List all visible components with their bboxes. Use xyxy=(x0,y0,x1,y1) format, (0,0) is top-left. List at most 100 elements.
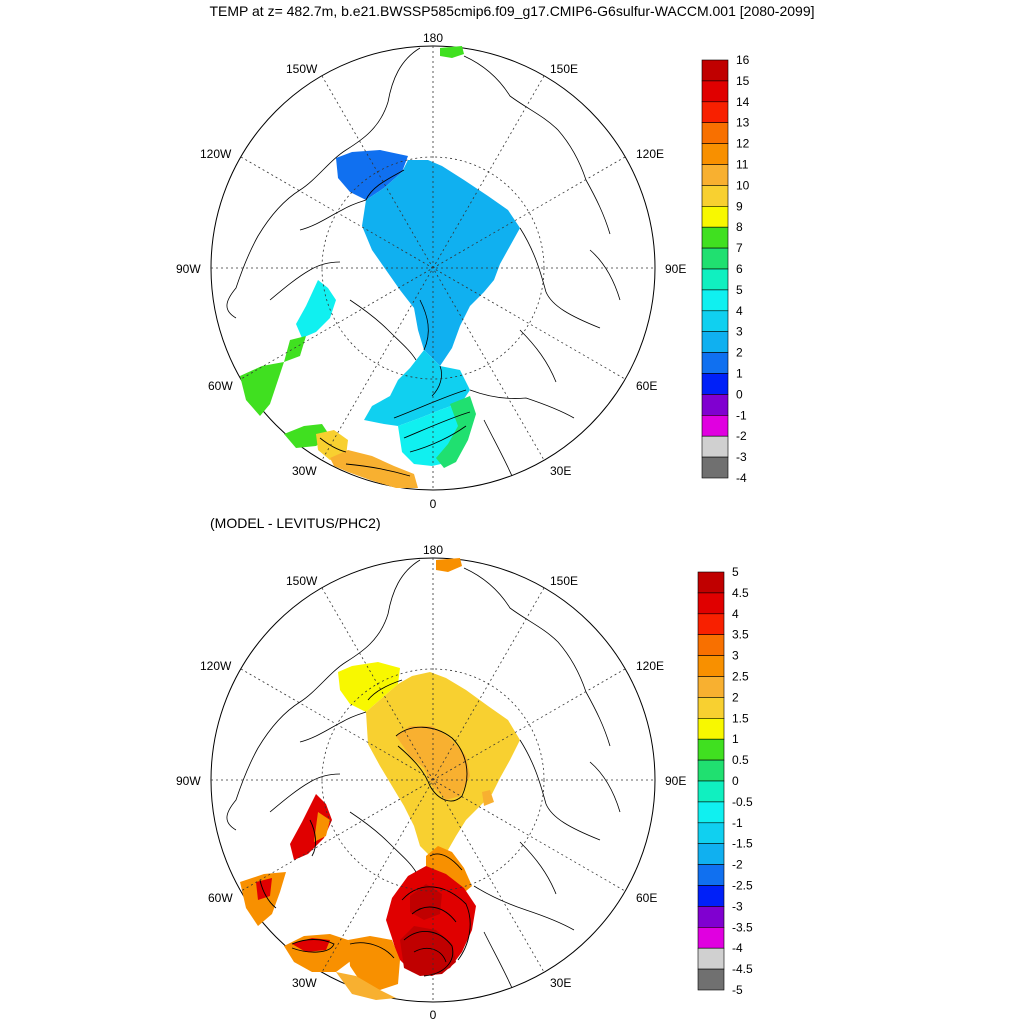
top-map-panel: 180 0 90W 90E 150W 150E 120W 120E 60W 60… xyxy=(176,31,686,511)
colorbar-tick-label: 9 xyxy=(736,199,743,213)
top-graticule xyxy=(211,46,655,490)
colorbar-tick-label: -2 xyxy=(732,858,743,872)
colorbar-swatch xyxy=(697,697,725,719)
colorbar-swatch xyxy=(697,864,725,886)
top-label-0: 0 xyxy=(430,497,437,511)
colorbar-tick-label: 1 xyxy=(732,732,739,746)
colorbar-swatch xyxy=(697,613,725,635)
colorbar-tick-label: -3 xyxy=(732,899,743,913)
colorbar-swatch xyxy=(697,738,725,761)
colorbar-swatch xyxy=(701,122,729,144)
bottom-region-labrador-red xyxy=(256,878,272,900)
colorbar-swatch xyxy=(701,143,729,165)
colorbar-swatch xyxy=(697,822,725,844)
bottom-region-atlantic-south xyxy=(336,972,396,1000)
colorbar-swatch xyxy=(697,655,725,677)
colorbar-tick-label: 0 xyxy=(736,387,743,401)
bottom-region-baffin-orange xyxy=(314,812,330,842)
colorbar-swatch xyxy=(697,759,725,782)
colorbar-tick-label: 2 xyxy=(732,690,739,704)
colorbar-tick-label: -2.5 xyxy=(732,879,753,893)
colorbar-tick-label: -3 xyxy=(736,450,747,464)
colorbar-swatch xyxy=(697,780,725,803)
colorbar-tick-label: 3.5 xyxy=(732,628,749,642)
top-region-canada-basin xyxy=(336,150,408,200)
top-region-pacific-patch xyxy=(440,46,464,58)
colorbar-tick-label: 10 xyxy=(736,178,750,192)
colorbar-swatch xyxy=(701,310,729,332)
colorbar-tick-label: -1.5 xyxy=(732,837,753,851)
colorbar-tick-label: 1.5 xyxy=(732,711,749,725)
colorbar-tick-label: 2 xyxy=(736,346,743,360)
colorbar-tick-label: 0 xyxy=(732,774,739,788)
top-contours xyxy=(319,169,471,477)
colorbar-swatch xyxy=(697,634,725,656)
colorbar-tick-label: 2.5 xyxy=(732,670,749,684)
colorbar-tick-label: 4 xyxy=(736,304,743,318)
bottom-lon-labels: 180 0 90W 90E 150W 150E 120W 120E 60W 60… xyxy=(176,543,686,1022)
colorbar-swatch xyxy=(701,101,729,124)
colorbar-tick-label: -4.5 xyxy=(732,962,753,976)
top-label-90e: 90E xyxy=(665,262,686,276)
bottom-label-30e: 30E xyxy=(550,976,571,990)
colorbar-swatch xyxy=(701,373,729,395)
top-label-30e: 30E xyxy=(550,464,571,478)
bottom-region-iceland-basin xyxy=(348,936,400,990)
colorbar-tick-label: 11 xyxy=(736,158,749,172)
colorbar-tick-label: 6 xyxy=(736,262,743,276)
bottom-map-panel: 180 0 90W 90E 150W 150E 120W 120E 60W 60… xyxy=(176,543,686,1022)
colorbar-swatch xyxy=(697,676,725,698)
colorbar-tick-label: 7 xyxy=(736,241,743,255)
colorbar-swatch xyxy=(701,289,729,312)
bottom-region-svalbard-core xyxy=(410,884,442,920)
colorbar-tick-label: -4 xyxy=(736,471,747,485)
colorbar-swatch xyxy=(701,394,729,416)
top-lon-labels: 180 0 90W 90E 150W 150E 120W 120E 60W 60… xyxy=(176,31,686,511)
bottom-label-120e: 120E xyxy=(636,659,664,673)
colorbar-tick-label: 0.5 xyxy=(732,753,749,767)
colorbar-tick-label: 5 xyxy=(732,565,739,579)
colorbar-tick-label: 13 xyxy=(736,116,750,130)
colorbar-swatch xyxy=(701,456,729,479)
bottom-label-180: 180 xyxy=(423,543,443,557)
colorbar-tick-label: 5 xyxy=(736,283,743,297)
bottom-region-labrador-sea xyxy=(240,872,286,926)
bottom-label-150w: 150W xyxy=(286,574,318,588)
colorbar-swatch xyxy=(701,185,729,207)
colorbar-swatch xyxy=(697,968,725,991)
bottom-region-baffin-bay xyxy=(290,794,332,860)
bottom-graticule xyxy=(211,558,655,1002)
colorbar-tick-label: 1 xyxy=(736,367,743,381)
colorbar-tick-label: 3 xyxy=(736,325,743,339)
bottom-region-irminger-red xyxy=(292,938,330,952)
colorbar-swatch xyxy=(701,331,729,353)
colorbar-tick-label: -3.5 xyxy=(732,920,753,934)
top-label-30w: 30W xyxy=(292,464,317,478)
colorbar-swatch xyxy=(701,206,729,228)
colorbar-swatch xyxy=(697,947,725,970)
bottom-colorbar: 5 4.5 4 3.5 3 2.5 2 1.5 1 0.5 0 -0.5 -1 -1.5 -2 -2.5 -3 -… xyxy=(697,565,753,997)
top-region-labrador-green xyxy=(284,336,306,362)
top-label-150e: 150E xyxy=(550,62,578,76)
colorbar-tick-label: 15 xyxy=(736,74,750,88)
bottom-region-barents-core xyxy=(400,926,456,976)
colorbar-tick-label: -0.5 xyxy=(732,795,753,809)
colorbar-swatch xyxy=(701,59,729,82)
top-label-120w: 120W xyxy=(200,147,232,161)
top-label-150w: 150W xyxy=(286,62,318,76)
colorbar-swatch xyxy=(701,414,729,437)
colorbar-tick-label: 16 xyxy=(736,53,750,67)
colorbar-swatch xyxy=(701,164,729,186)
bottom-label-0: 0 xyxy=(430,1008,437,1022)
colorbar-tick-label: -2 xyxy=(736,429,747,443)
bottom-label-90w: 90W xyxy=(176,774,201,788)
top-region-fram-strait xyxy=(364,350,470,426)
colorbar-swatch xyxy=(697,592,725,615)
colorbar-tick-label: -1 xyxy=(732,816,743,830)
colorbar-swatch xyxy=(697,843,725,865)
colorbar-tick-label: -1 xyxy=(736,408,747,422)
colorbar-tick-label: 12 xyxy=(736,137,750,151)
colorbar-swatch xyxy=(697,571,725,594)
